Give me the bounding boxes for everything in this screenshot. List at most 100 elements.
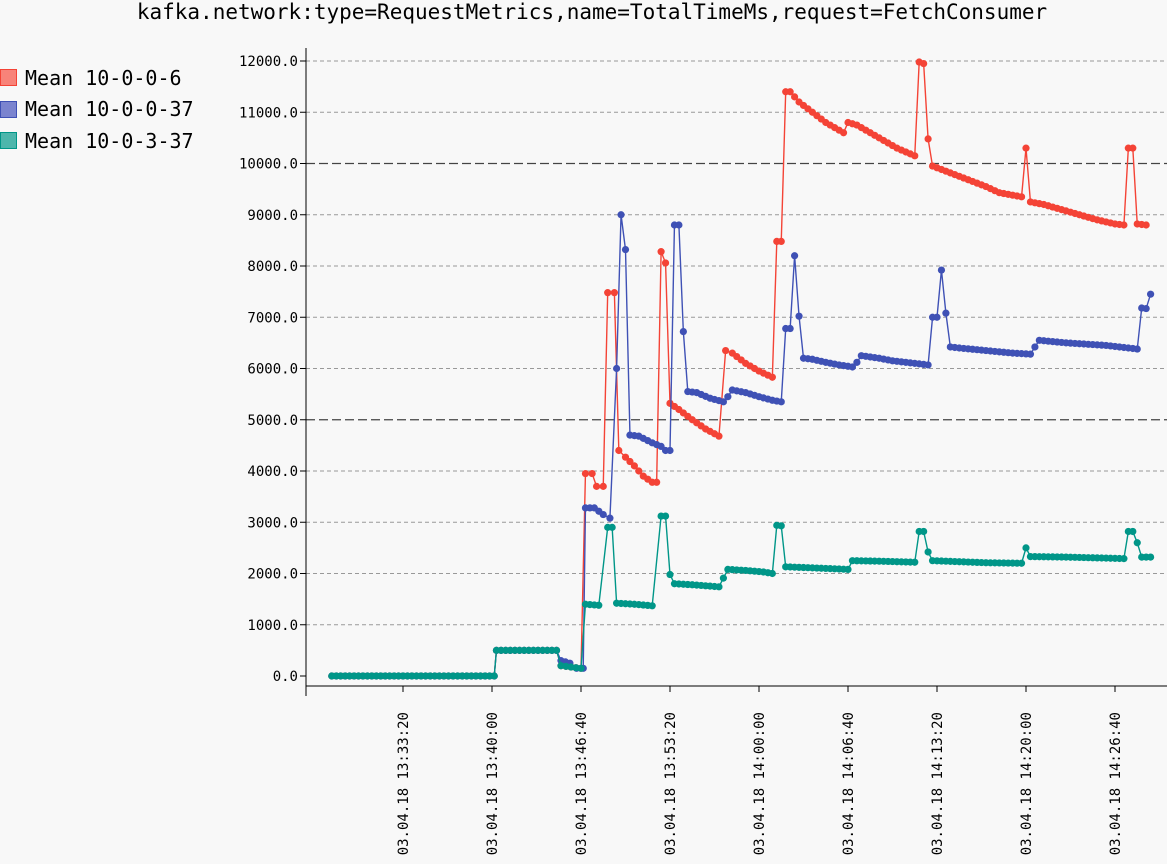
data-point — [588, 469, 596, 478]
data-point — [844, 565, 852, 574]
data-point — [630, 462, 639, 470]
data-point — [715, 432, 723, 440]
data-point — [1120, 555, 1128, 563]
data-point — [924, 361, 932, 369]
data-point — [777, 522, 785, 530]
data-point — [1147, 553, 1155, 561]
data-point — [613, 364, 621, 373]
data-point — [653, 478, 661, 486]
chart-title: kafka.network:type=RequestMetrics,name=T… — [136, 0, 1048, 24]
x-tick-label: 03.04.18 14:26:40 — [1108, 712, 1124, 855]
data-point — [719, 398, 728, 406]
data-point — [648, 602, 656, 610]
y-tick-label: 3000.0 — [247, 515, 298, 531]
data-point — [1120, 221, 1128, 229]
legend-label: Mean 10-0-3-37 — [25, 128, 194, 153]
data-point — [1022, 544, 1030, 552]
x-tick-label: 03.04.18 13:53:20 — [663, 712, 679, 855]
data-point — [719, 574, 728, 582]
legend-item: Mean 10-0-0-6 — [0, 62, 194, 94]
data-point — [621, 246, 630, 254]
data-point — [1022, 144, 1030, 152]
data-point — [791, 93, 799, 101]
data-point — [924, 548, 932, 556]
data-point — [666, 446, 674, 455]
data-point — [675, 221, 683, 229]
data-point — [795, 312, 803, 320]
data-point — [608, 523, 616, 531]
legend-swatch — [0, 69, 17, 87]
data-point — [599, 510, 607, 519]
data-point — [604, 289, 612, 297]
data-point — [666, 570, 674, 579]
data-point — [1129, 144, 1137, 152]
data-point — [1017, 193, 1026, 201]
y-tick-label: 0.0 — [273, 669, 298, 685]
series-2 — [328, 211, 1155, 680]
data-point — [661, 512, 670, 520]
data-point — [1031, 343, 1039, 351]
data-point — [595, 601, 603, 609]
data-point — [920, 59, 928, 68]
data-point — [791, 252, 799, 260]
legend: Mean 10-0-0-6 Mean 10-0-0-37 Mean 10-0-3-3… — [0, 62, 194, 157]
x-tick-label: 03.04.18 13:46:40 — [574, 712, 590, 855]
y-tick-label: 4000.0 — [247, 464, 298, 480]
data-point — [552, 646, 561, 654]
data-point — [490, 672, 498, 680]
data-point — [911, 558, 919, 566]
x-tick-label: 03.04.18 14:00:00 — [752, 712, 768, 855]
data-point — [942, 309, 950, 317]
data-point — [1133, 539, 1141, 547]
data-point — [610, 289, 618, 297]
data-point — [592, 482, 601, 490]
data-point — [615, 446, 623, 455]
data-point — [1147, 290, 1155, 298]
data-point — [577, 664, 585, 672]
data-point — [722, 346, 730, 355]
data-point — [661, 259, 670, 267]
legend-swatch — [0, 132, 17, 150]
legend-swatch — [0, 100, 17, 118]
data-point — [1129, 527, 1137, 536]
y-tick-label: 10000.0 — [239, 157, 298, 173]
data-point — [920, 527, 928, 536]
data-point — [933, 313, 941, 321]
series-line — [331, 515, 1151, 677]
data-point — [786, 88, 794, 96]
data-point — [911, 152, 919, 160]
data-point — [581, 469, 590, 478]
legend-item: Mean 10-0-0-37 — [0, 94, 194, 126]
x-tick-label: 03.04.18 14:20:00 — [1019, 712, 1035, 855]
data-point — [768, 569, 776, 578]
y-tick-label: 1000.0 — [247, 618, 298, 634]
data-point — [621, 453, 630, 461]
data-point — [617, 211, 625, 219]
x-tick-label: 03.04.18 14:13:20 — [930, 712, 946, 855]
legend-label: Mean 10-0-0-37 — [25, 97, 194, 122]
data-point — [853, 358, 861, 366]
data-point — [777, 237, 785, 245]
data-point — [606, 514, 614, 522]
series-line — [331, 61, 1147, 677]
data-point — [1026, 350, 1035, 358]
y-tick-label: 9000.0 — [247, 208, 298, 224]
series-3 — [328, 512, 1155, 680]
data-point — [848, 363, 857, 371]
data-point — [1142, 221, 1150, 229]
data-point — [777, 398, 785, 406]
data-point — [1142, 304, 1150, 313]
x-tick-label: 03.04.18 13:40:00 — [485, 712, 501, 855]
y-tick-label: 12000.0 — [239, 54, 298, 70]
y-tick-label: 8000.0 — [247, 259, 298, 275]
data-point — [679, 328, 687, 336]
y-tick-label: 5000.0 — [247, 413, 298, 429]
data-point — [635, 467, 643, 475]
series-line — [331, 214, 1152, 677]
legend-item: Mean 10-0-3-37 — [0, 125, 194, 157]
y-tick-label: 7000.0 — [247, 310, 298, 326]
y-tick-label: 2000.0 — [247, 567, 298, 583]
data-point — [786, 324, 794, 333]
y-tick-label: 11000.0 — [239, 105, 298, 121]
